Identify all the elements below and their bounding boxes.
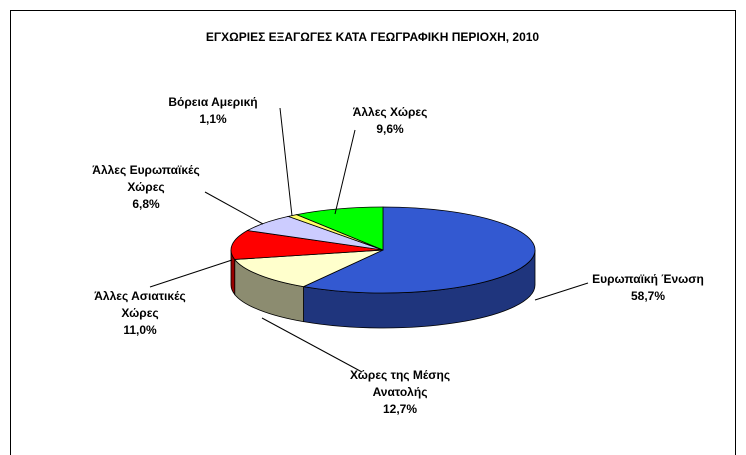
slice-name: Άλλες Χώρες bbox=[352, 105, 428, 119]
leader-line bbox=[279, 107, 293, 217]
slice-name: Βόρεια Αμερική bbox=[168, 95, 258, 109]
chart-title: ΕΓΧΩΡΙΕΣ ΕΞΑΓΩΓΕΣ ΚΑΤΑ ΓΕΩΓΡΑΦΙΚΗ ΠΕΡΙΟΧ… bbox=[205, 30, 540, 44]
slice-label: Άλλες Ευρωπαϊκές Χώρες 6,8% bbox=[76, 162, 216, 213]
slice bbox=[233, 249, 384, 288]
slice-value: 11,0% bbox=[123, 323, 157, 337]
slice-label: Χώρες της Μέσης Ανατολής 12,7% bbox=[335, 367, 465, 418]
slice-name: Άλλες Ευρωπαϊκές Χώρες bbox=[92, 163, 200, 194]
slice-name: Χώρες της Μέσης Ανατολής bbox=[349, 368, 451, 399]
slice bbox=[302, 206, 536, 294]
leader-line bbox=[534, 282, 589, 301]
slice-value: 12,7% bbox=[382, 402, 418, 416]
leader-line bbox=[334, 129, 356, 215]
slice-value: 58,7% bbox=[630, 289, 666, 303]
leader-line bbox=[149, 259, 233, 288]
slice-name: Άλλες Ασιατικές Χώρες bbox=[94, 289, 186, 320]
slice-value: 1,1% bbox=[199, 112, 227, 126]
slice-label: Ευρωπαϊκή Ένωση 58,7% bbox=[568, 271, 728, 305]
slice-label: Άλλες Χώρες 9,6% bbox=[340, 104, 440, 138]
slice-name: Ευρωπαϊκή Ένωση bbox=[592, 272, 704, 286]
slice bbox=[230, 230, 384, 260]
slice bbox=[295, 206, 384, 251]
leader-line bbox=[204, 191, 264, 225]
slice-value: 9,6% bbox=[376, 122, 404, 136]
slice-label: Βόρεια Αμερική 1,1% bbox=[153, 94, 273, 128]
leader-line bbox=[261, 317, 363, 373]
slice-label: Άλλες Ασιατικές Χώρες 11,0% bbox=[80, 288, 200, 339]
slice-value: 6,8% bbox=[132, 197, 160, 211]
